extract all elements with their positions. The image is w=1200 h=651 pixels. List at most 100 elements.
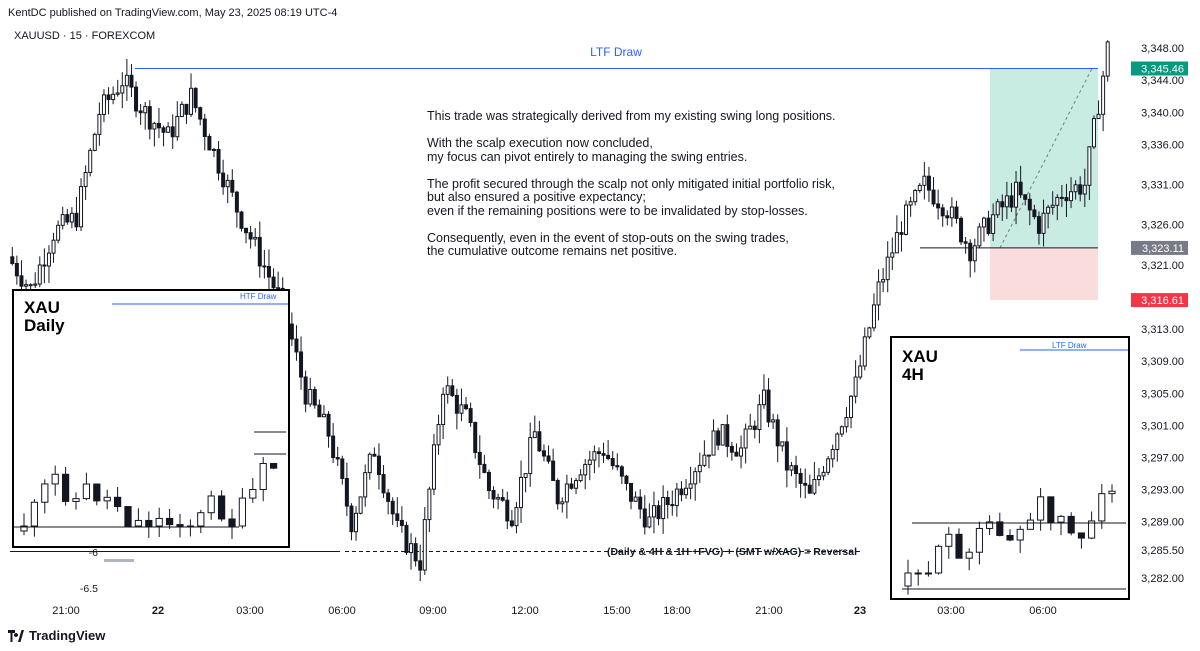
candle-body — [115, 92, 120, 95]
x-tick-label: 23 — [854, 605, 866, 617]
candle-body — [202, 118, 207, 137]
candle-body — [959, 217, 964, 243]
candle-body — [413, 543, 418, 562]
candle-body — [1096, 113, 1101, 120]
y-tick-label: 3,344.00 — [1141, 75, 1184, 87]
inset-candle-body — [986, 521, 994, 529]
candle-body — [468, 408, 473, 424]
inset-candle-body — [113, 496, 122, 508]
inset-candle-body — [1057, 515, 1065, 523]
candle-body — [812, 479, 817, 494]
inset-candle-body — [93, 483, 101, 502]
candle-body — [839, 426, 844, 435]
price-label-badge — [1131, 240, 1188, 255]
candle-body — [670, 504, 675, 507]
inset-candle-body — [1098, 493, 1106, 522]
candle-body — [729, 445, 734, 453]
candle-body — [65, 214, 70, 223]
candles — [10, 40, 1110, 581]
candle-body — [702, 454, 707, 466]
level-label-a: -6 — [89, 547, 98, 559]
candle-body — [926, 175, 931, 191]
candle-body — [464, 404, 469, 410]
y-tick-label: 3,321.00 — [1141, 260, 1184, 272]
daily-inset-title: XAU Daily — [24, 298, 65, 335]
inset-candle-body — [176, 524, 184, 527]
inset-candle-body — [975, 527, 983, 553]
candle-body — [198, 107, 203, 120]
candle-body — [1014, 181, 1019, 208]
candle-body — [83, 171, 88, 188]
candle-body — [564, 483, 569, 503]
inset-candle-body — [238, 497, 247, 527]
candle-body — [450, 385, 455, 396]
candle-body — [257, 236, 262, 267]
candle-body — [436, 424, 441, 446]
candle-body — [963, 241, 968, 244]
candle-body — [74, 212, 79, 228]
inset-candle-body — [165, 517, 174, 526]
inset-candle-body — [1088, 520, 1096, 539]
candle-body — [656, 505, 661, 520]
candle-body — [189, 87, 194, 115]
candle-body — [913, 190, 918, 203]
candle-body — [303, 376, 308, 405]
candle-body — [1059, 196, 1064, 199]
candle-body — [995, 201, 1000, 216]
candle-body — [24, 284, 29, 287]
candle-body — [743, 428, 748, 449]
candle-body — [890, 252, 895, 258]
y-tick-label: 3,289.00 — [1141, 517, 1184, 529]
candle-body — [693, 471, 698, 485]
candle-body — [482, 463, 487, 473]
x-tick-label: 03:00 — [236, 605, 264, 617]
y-tick-label: 3,293.00 — [1141, 485, 1184, 497]
candle-body — [312, 389, 317, 406]
candle-body — [129, 74, 134, 88]
daily-inset-chart: XAU Daily HTF Draw — [12, 289, 290, 548]
symbol-label[interactable]: XAUUSD · 15 · FOREXCOM — [14, 30, 156, 42]
candle-body — [546, 455, 551, 462]
candle-body — [92, 133, 97, 151]
candle-body — [441, 393, 446, 426]
candle-body — [37, 264, 42, 285]
candle-body — [395, 513, 400, 521]
candle-body — [899, 232, 904, 235]
y-tick-label: 3,331.00 — [1141, 180, 1184, 192]
trade-path-line — [999, 68, 1093, 249]
candle-body — [679, 488, 684, 496]
candle-body — [1064, 197, 1069, 202]
candle-body — [922, 175, 927, 186]
x-tick-label: 12:00 — [511, 605, 539, 617]
x-tick-label: 15:00 — [603, 605, 631, 617]
candle-body — [248, 232, 253, 240]
candle-body — [633, 496, 638, 502]
candle-body — [904, 204, 909, 235]
candle-body — [615, 465, 620, 468]
candle-body — [42, 264, 47, 267]
tradingview-brand[interactable]: TradingView — [8, 628, 105, 643]
tradingview-logo-icon — [8, 629, 24, 642]
candle-body — [271, 276, 276, 289]
candle-body — [445, 385, 450, 395]
candle-body — [69, 212, 74, 223]
candle-body — [551, 460, 556, 481]
candle-body — [789, 465, 794, 471]
candle-body — [771, 419, 776, 423]
inset-candle-body — [1006, 534, 1014, 541]
candle-body — [344, 477, 349, 507]
candle-body — [766, 389, 771, 423]
candle-body — [578, 474, 583, 482]
price-label-badge — [1131, 61, 1188, 76]
candle-body — [871, 304, 876, 329]
candle-body — [528, 437, 533, 475]
candle-body — [642, 508, 647, 528]
candle-body — [147, 106, 152, 130]
candle-body — [422, 519, 427, 571]
candle-body — [1069, 191, 1074, 202]
candle-body — [638, 496, 643, 510]
candle-body — [569, 483, 574, 489]
candle-body — [862, 336, 867, 367]
candle-body — [308, 389, 313, 405]
